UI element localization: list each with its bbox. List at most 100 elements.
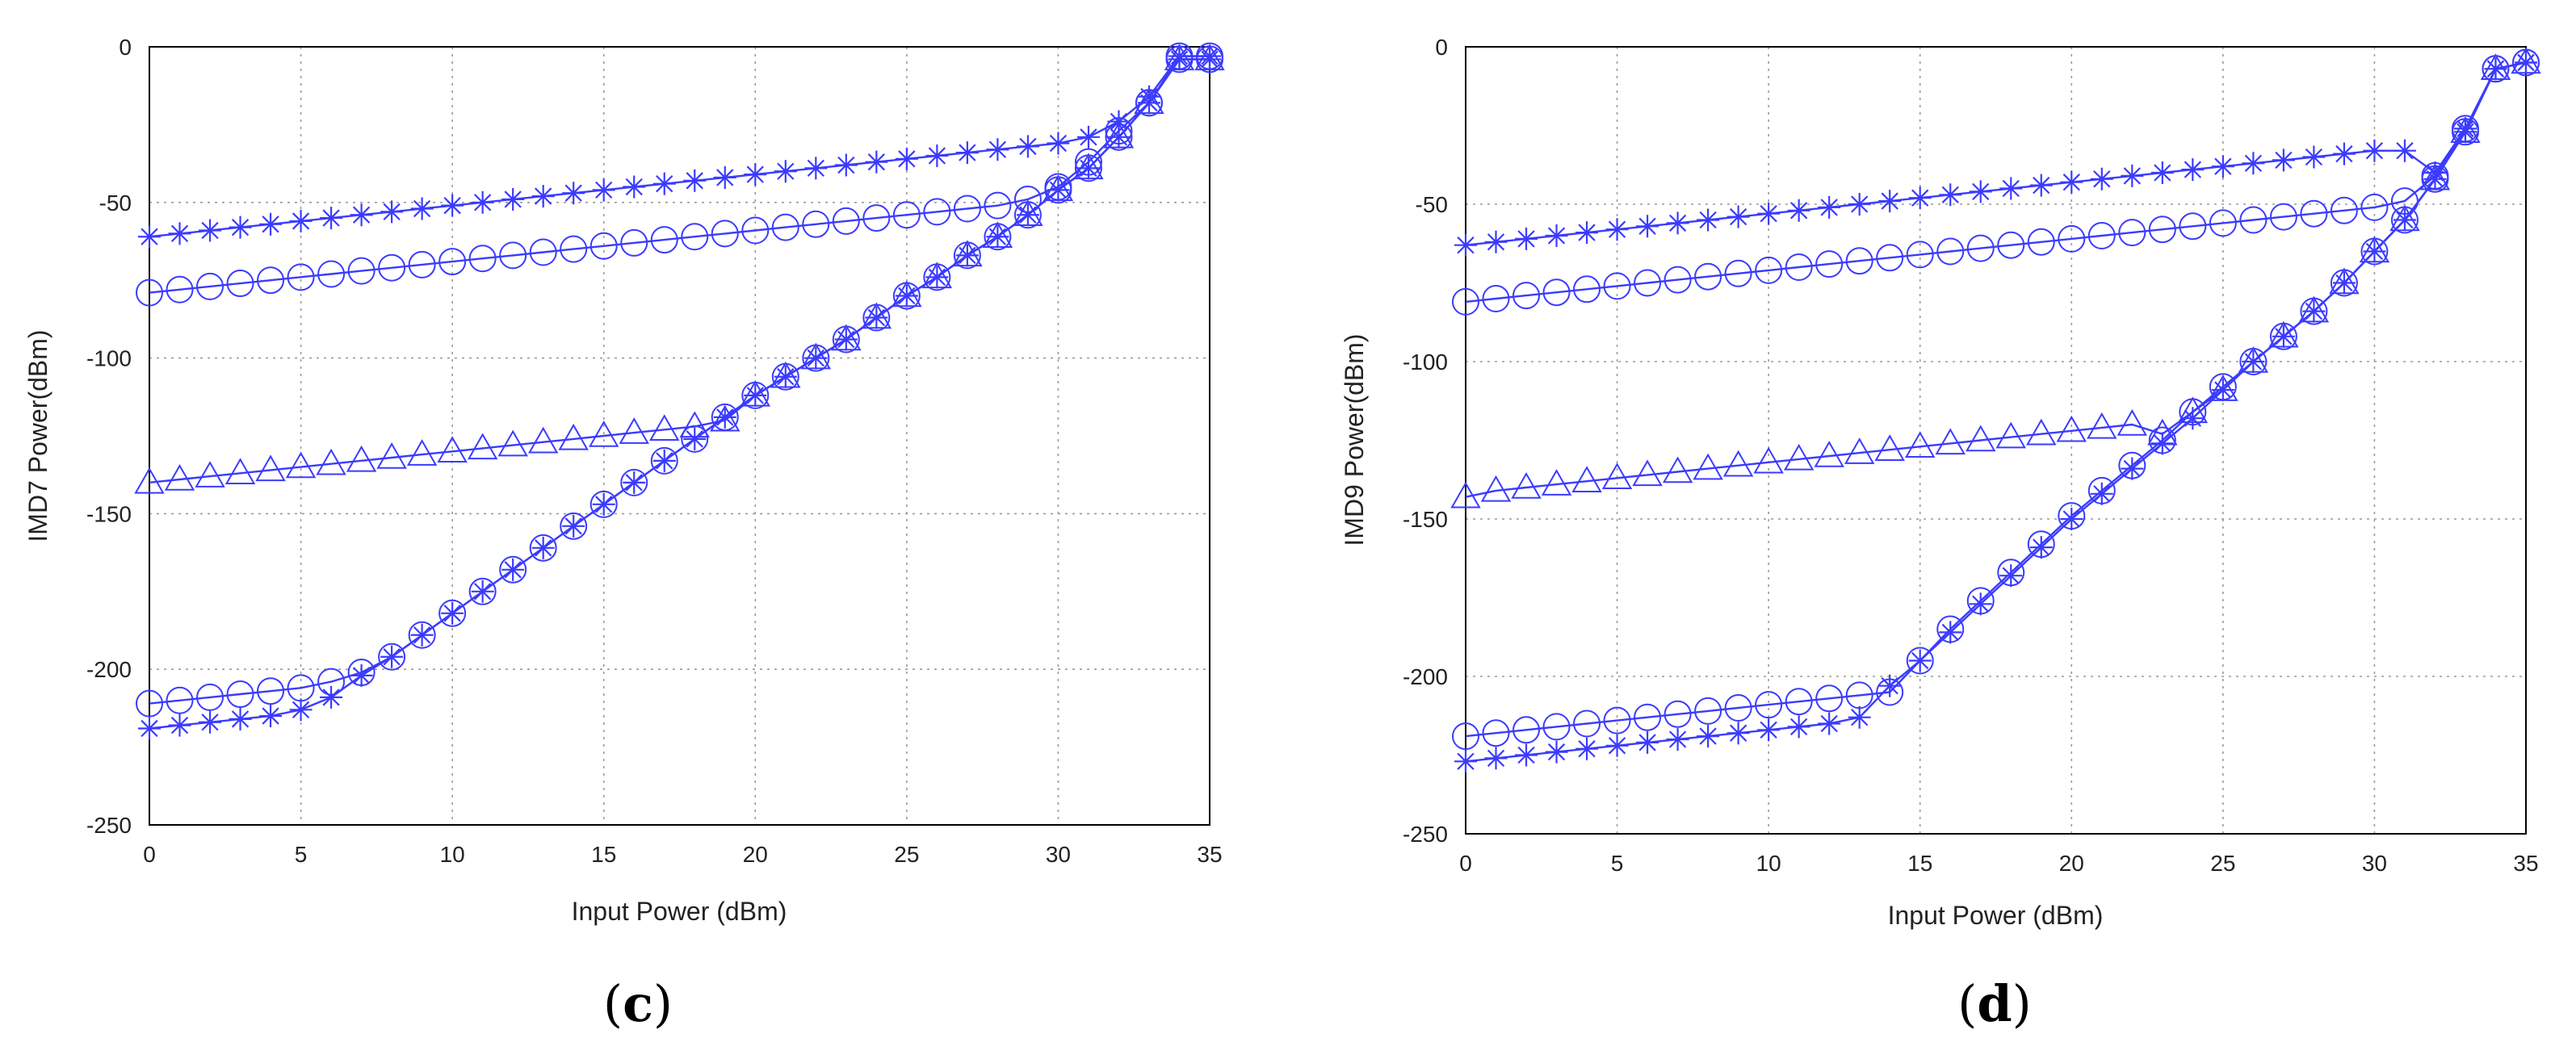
point-star [199, 220, 221, 242]
point-star [2060, 508, 2083, 530]
point-star [2302, 146, 2325, 169]
point-star [1198, 48, 1221, 70]
figure-background [0, 0, 2576, 1038]
point-star [1077, 126, 1100, 149]
x-tick-label-c: 30 [1046, 842, 1071, 867]
x-tick-label-d: 25 [2210, 851, 2235, 876]
point-star [1606, 735, 1629, 757]
y-tick-label-c: -150 [86, 501, 132, 526]
point-star [956, 244, 979, 266]
x-axis-label-d: Input Power (dBm) [1888, 901, 2104, 930]
point-star [1909, 186, 1932, 209]
x-tick-label-c: 25 [894, 842, 919, 867]
point-star [1546, 224, 1568, 247]
point-star [532, 537, 555, 559]
point-star [1454, 750, 1477, 772]
point-star [1757, 203, 1780, 225]
point-star [229, 708, 252, 730]
point-star [350, 203, 373, 226]
point-star [472, 191, 494, 214]
point-star [1788, 199, 1810, 222]
point-star [2242, 152, 2264, 174]
point-star [169, 222, 191, 245]
point-star [1485, 231, 1508, 253]
point-star [1878, 675, 1901, 697]
point-star [1788, 715, 1810, 738]
point-star [1454, 234, 1477, 257]
point-star [593, 178, 615, 201]
y-axis-label-d: IMD9 Power(dBm) [1340, 333, 1369, 546]
point-star [138, 717, 161, 739]
point-star [320, 686, 342, 709]
point-star [2272, 149, 2295, 171]
point-star [1017, 203, 1039, 226]
point-star [1168, 48, 1190, 70]
caption-d: (d) [1957, 974, 2032, 1033]
point-star [169, 714, 191, 737]
y-tick-label-d: -150 [1403, 507, 1448, 532]
y-tick-label-c: -200 [86, 657, 132, 682]
point-star [2121, 165, 2143, 187]
point-star [2333, 272, 2356, 295]
point-star [1515, 744, 1538, 767]
point-star [1818, 196, 1840, 219]
point-star [138, 225, 161, 248]
point-star [1636, 731, 1659, 754]
x-tick-label-d: 10 [1756, 851, 1781, 876]
caption-d-open: ( [1957, 974, 1977, 1033]
point-star [1999, 564, 2022, 587]
x-tick-label-d: 0 [1459, 851, 1472, 876]
point-star [804, 347, 827, 370]
point-star [1138, 91, 1160, 114]
point-star [2393, 140, 2416, 162]
point-star [1047, 178, 1069, 201]
point-star [1970, 180, 1992, 203]
point-star [865, 306, 887, 329]
point-star [501, 188, 524, 211]
point-star [774, 366, 797, 388]
point-star [714, 166, 736, 189]
point-star [2363, 241, 2385, 263]
point-star [1546, 741, 1568, 764]
point-star [2484, 57, 2507, 80]
point-star [1047, 132, 1069, 155]
point-star [2181, 158, 2204, 181]
point-star [744, 384, 766, 407]
x-tick-label-d: 5 [1611, 851, 1624, 876]
point-star [411, 624, 434, 647]
caption-c: (c) [603, 974, 673, 1033]
point-star [532, 185, 555, 207]
point-star [1697, 725, 1719, 747]
x-tick-label-c: 15 [591, 842, 616, 867]
point-star [1077, 157, 1100, 179]
point-star [2515, 52, 2537, 74]
point-star [623, 176, 645, 199]
point-star [653, 173, 676, 195]
point-star [986, 225, 1009, 248]
x-tick-label-c: 20 [743, 842, 768, 867]
point-star [865, 151, 887, 174]
point-star [2272, 325, 2295, 348]
point-star [259, 705, 282, 727]
point-star [2121, 458, 2143, 480]
figure: 0-50-100-150-200-250 0 5 10 15 20 25 30 35 Inpu… [0, 0, 2576, 1038]
point-star [1575, 738, 1598, 760]
point-star [1575, 221, 1598, 244]
point-star [1107, 126, 1130, 149]
point-star [1727, 722, 1750, 744]
point-star [593, 493, 615, 516]
point-star [986, 138, 1009, 161]
y-tick-label-d: -50 [1416, 192, 1448, 217]
point-star [2151, 161, 2174, 184]
y-axis-label-c: IMD7 Power(dBm) [23, 329, 52, 542]
point-star [714, 406, 736, 429]
point-star [2030, 174, 2053, 197]
point-star [2393, 209, 2416, 232]
point-star [2302, 300, 2325, 323]
y-tick-label-c: -50 [99, 190, 132, 216]
point-star [835, 154, 858, 177]
point-star [2030, 536, 2053, 559]
point-star [2363, 140, 2385, 162]
y-tick-label-d: 0 [1435, 35, 1448, 60]
point-star [2060, 171, 2083, 194]
